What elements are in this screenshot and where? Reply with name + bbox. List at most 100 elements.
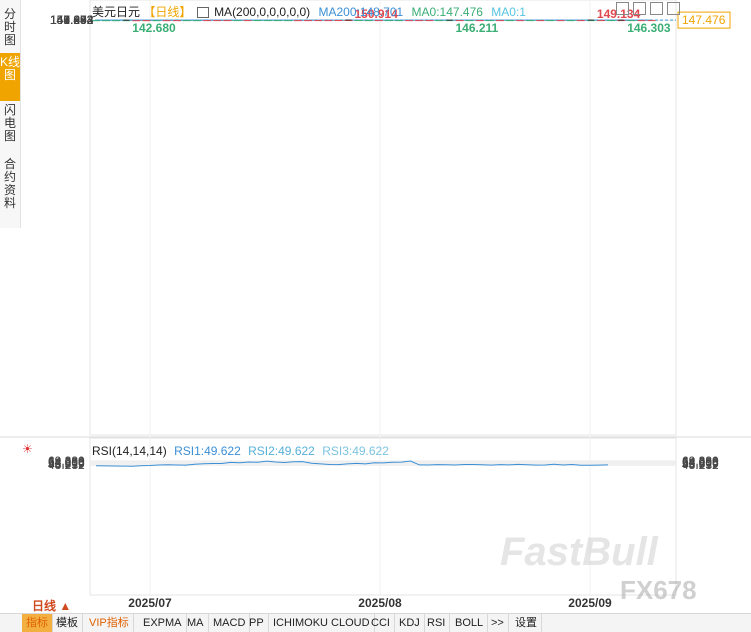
toolbar-item-10[interactable]: RSI xyxy=(423,614,451,632)
candle-body xyxy=(314,20,323,22)
toolbar-item-1[interactable]: 模板 xyxy=(52,614,83,632)
rsi-y-tick-right: 58.806 xyxy=(682,456,719,470)
toolbar-item-8[interactable]: CCI xyxy=(367,614,395,632)
candle-body xyxy=(586,20,595,22)
candle-body xyxy=(556,20,565,22)
toolbar-item-12[interactable]: >> xyxy=(487,614,509,632)
side-tab-0[interactable]: 分时图 xyxy=(3,7,16,47)
candle-body xyxy=(142,20,151,22)
candle-body xyxy=(526,20,535,22)
toolbar-item-2[interactable]: VIP指标 xyxy=(85,614,134,632)
candle-body xyxy=(546,20,555,22)
candle-body xyxy=(405,20,414,22)
candle-body xyxy=(637,20,646,22)
candle-body xyxy=(324,20,333,22)
symbol-label: 美元日元 xyxy=(92,5,141,19)
main-legend: 美元日元 【日线】 MA(200,0,0,0,0,0) MA200:148.70… xyxy=(92,3,526,20)
extreme-label-low: 142.680 xyxy=(132,21,176,35)
candle-body xyxy=(193,20,201,22)
rsi-y-tick-left: 58.806 xyxy=(48,456,85,470)
candle-body xyxy=(475,20,484,22)
candle-body xyxy=(496,20,504,22)
expand-icon[interactable] xyxy=(667,2,680,15)
zoom-in-icon[interactable] xyxy=(633,2,646,15)
rsi-panel-frame xyxy=(89,437,677,596)
candle-body xyxy=(425,20,434,22)
candle-body xyxy=(415,20,424,22)
ma0-value-b: MA0:1 xyxy=(491,5,526,19)
ma0-value-a: MA0:147.476 xyxy=(411,5,483,19)
candle-body xyxy=(354,20,363,22)
candle-body xyxy=(273,20,282,22)
rsi-y-tick-right: 69.380 xyxy=(682,454,719,468)
candle-body xyxy=(132,20,141,22)
candle-body xyxy=(112,20,121,22)
candle-body xyxy=(92,20,100,22)
y-tick-left: 143.444 xyxy=(50,13,94,27)
rsi2-value: RSI2:49.622 xyxy=(248,444,315,458)
candle-body xyxy=(223,20,232,22)
main-panel-frame xyxy=(89,0,677,436)
toolbar-item-13[interactable]: 设置 xyxy=(511,614,542,632)
candle-body xyxy=(334,20,343,22)
period-dropdown[interactable]: 日线 ▲ xyxy=(32,597,71,614)
indicator-toolbar: 指标 模板 VIP指标 EXPMA MA MACD PP ICHIMOKU CLOUD CCI K… xyxy=(0,613,751,632)
toolbar-item-0[interactable]: 指标 xyxy=(22,614,53,632)
toolbar-item-7[interactable]: ICHIMOKU CLOUD xyxy=(269,614,375,632)
side-tab-1[interactable]: K线图 xyxy=(0,53,20,101)
rsi-y-tick-left: 53.519 xyxy=(48,457,85,471)
candle-body xyxy=(283,20,292,22)
toolbar-item-5[interactable]: MACD xyxy=(209,614,251,632)
x-tick: 2025/07 xyxy=(128,596,172,610)
candle-body xyxy=(374,20,383,22)
toolbar-item-6[interactable]: PP xyxy=(245,614,269,632)
rsi-y-tick-left: 69.380 xyxy=(48,454,85,468)
candle-body xyxy=(152,20,161,22)
candle-body xyxy=(294,20,302,22)
extreme-label-low: 146.303 xyxy=(627,21,671,35)
candle-body xyxy=(506,20,515,22)
toolbar-item-11[interactable]: BOLL xyxy=(451,614,489,632)
rsi-y-tick-left: 64.093 xyxy=(48,455,85,469)
candle-body xyxy=(162,20,171,22)
candle-body xyxy=(435,20,444,22)
candle-body xyxy=(597,20,605,22)
zoom-out-icon[interactable] xyxy=(650,2,663,15)
ma200-value: MA200:148.701 xyxy=(318,5,404,19)
toolbar-item-9[interactable]: KDJ xyxy=(395,614,425,632)
candle-body xyxy=(172,20,181,22)
crosshair-icon[interactable] xyxy=(616,2,629,15)
candle-body xyxy=(344,20,353,22)
x-tick: 2025/08 xyxy=(358,596,402,610)
y-tick-left: 146.263 xyxy=(50,13,94,27)
rsi-settings-icon[interactable]: ☀ xyxy=(22,442,33,456)
candle-body xyxy=(182,20,191,22)
rsi-legend: RSI(14,14,14) RSI1:49.622 RSI2:49.622 RS… xyxy=(92,444,389,458)
side-tab-2[interactable]: 闪电图 xyxy=(3,103,16,143)
current-price-tag xyxy=(677,11,731,29)
candle-body xyxy=(576,20,585,22)
ma-params-label: MA(200,0,0,0,0,0) xyxy=(214,5,311,19)
y-tick-left: 151.902 xyxy=(50,13,94,27)
rsi-line xyxy=(95,460,609,467)
side-tab-bar: 分时图 K线图闪电图合约资料 xyxy=(0,0,21,228)
candle-body xyxy=(253,20,262,22)
toolbar-item-3[interactable]: EXPMA xyxy=(139,614,187,632)
toolbar-item-4[interactable]: MA xyxy=(183,614,209,632)
side-tab-3[interactable]: 合约资料 xyxy=(3,157,16,210)
rsi-y-tick-right: 53.519 xyxy=(682,457,719,471)
candle-body xyxy=(102,20,111,22)
period-label: 【日线】 xyxy=(143,5,192,19)
ma-settings-icon[interactable] xyxy=(196,7,209,19)
extreme-label-high: 150.914 xyxy=(355,7,399,21)
rsi-y-tick-right: 64.093 xyxy=(682,455,719,469)
candle-body xyxy=(485,20,494,22)
y-tick-left: 144.854 xyxy=(50,13,94,27)
rsi1-value: RSI1:49.622 xyxy=(174,444,241,458)
candle-body xyxy=(233,20,242,22)
candle-body xyxy=(364,20,373,22)
rsi-title: RSI(14,14,14) xyxy=(92,444,167,458)
current-price-label: 147.476 xyxy=(682,13,726,27)
candle-body xyxy=(395,20,403,22)
